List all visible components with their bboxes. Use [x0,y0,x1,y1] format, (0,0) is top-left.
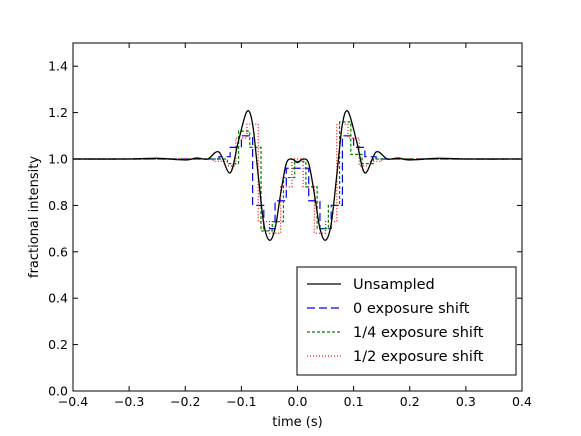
x-tick-label: 0.4 [512,394,532,409]
axes: −0.4 −0.3 −0.2 −0.1 0.0 0.1 0.2 0.3 0.4 0.0 0.2 0.4… [48,42,532,409]
series-line-2 [73,121,522,232]
plot-area [73,110,522,241]
y-tick-label: 0.8 [48,198,68,213]
legend-label-0: Unsampled [353,277,435,293]
legend-box [296,266,517,376]
x-tick-label: 0.0 [288,394,308,409]
series-line-1 [73,135,522,230]
legend-label-3: 1/2 exposure shift [353,349,484,365]
x-tick-label: −0.4 [58,394,88,409]
legend: Unsampled 0 exposure shift 1/4 exposure sh… [296,266,517,376]
legend-label-2: 1/4 exposure shift [353,325,484,341]
y-tick-label: 0.4 [48,291,68,306]
x-tick-label: 0.1 [344,394,364,409]
y-tick-label: 0.2 [48,337,68,352]
x-tick-label: −0.1 [226,394,256,409]
y-tick-label: 1.0 [48,152,68,167]
y-tick-label: 1.4 [48,59,68,74]
x-tick-label: 0.3 [456,394,476,409]
y-tick-label: 0.6 [48,244,68,259]
y-tick-label: 1.2 [48,105,68,120]
x-axis-label: time (s) [272,415,322,430]
x-tick-label: −0.3 [114,394,144,409]
y-axis-label: fractional intensity [27,156,42,278]
legend-label-1: 0 exposure shift [353,301,470,317]
series-line-3 [73,123,522,234]
y-tick-label: 0.0 [48,384,68,399]
x-tick-label: 0.2 [400,394,420,409]
series-line-0 [73,110,522,241]
x-tick-label: −0.2 [170,394,200,409]
